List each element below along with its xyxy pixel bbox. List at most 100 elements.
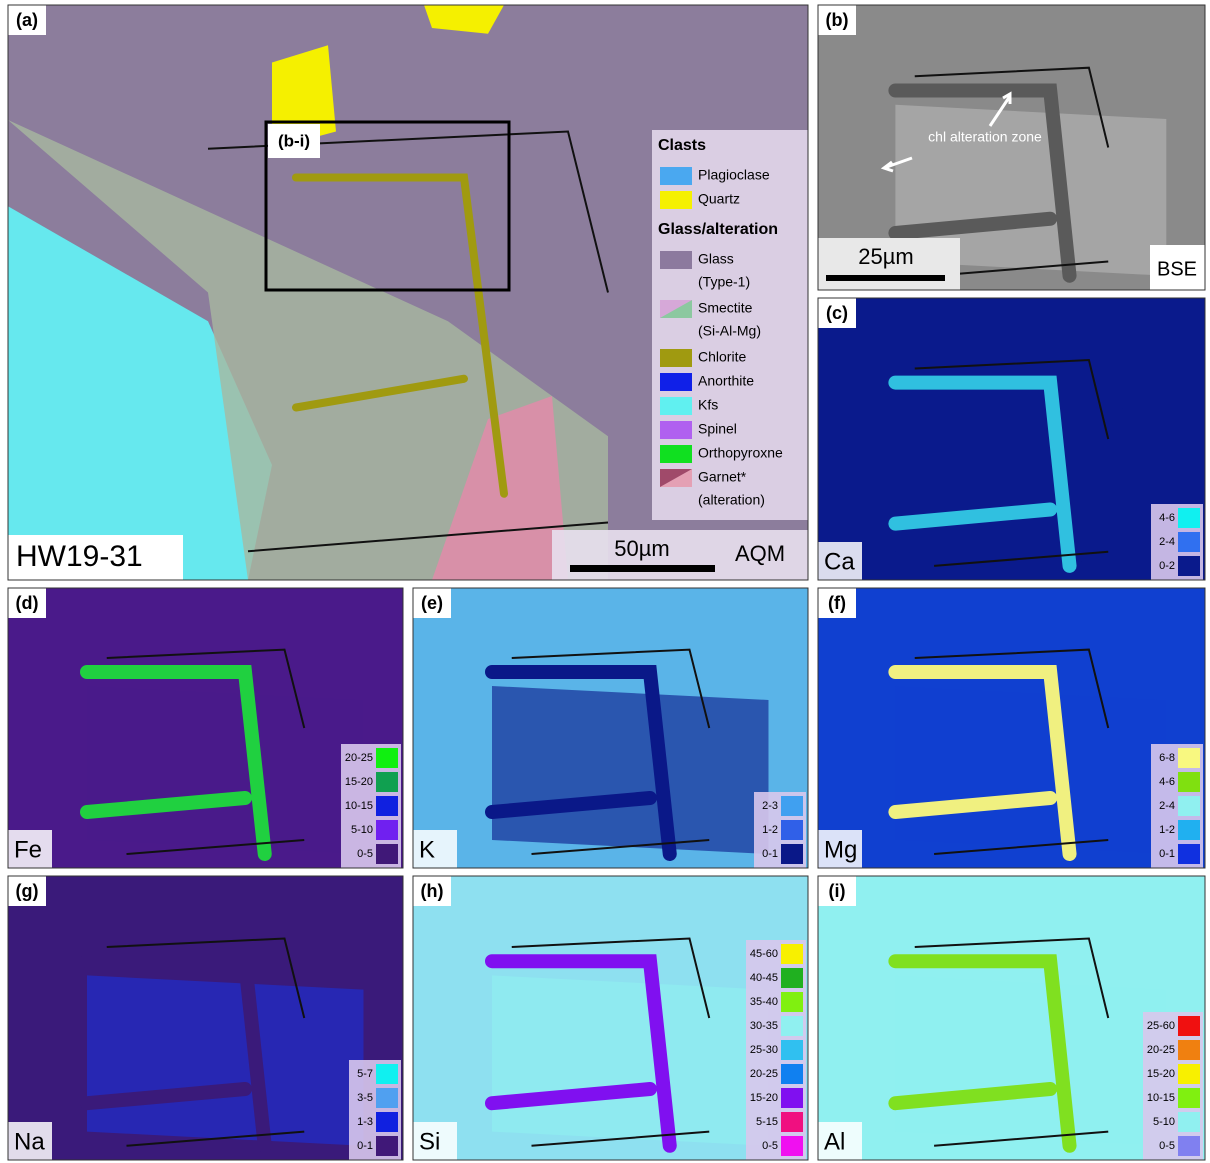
panel-label: (i)	[829, 881, 846, 901]
panel: (f) Mg 6-8 4-6 2-4 1-2 0-1	[817, 587, 1206, 869]
panel-label-box	[818, 5, 856, 35]
legend-swatch	[781, 796, 803, 816]
panel: (b) chl alteration zone 25µm BSE	[817, 4, 1206, 291]
element-label: Mg	[824, 836, 857, 863]
alteration-band	[485, 954, 677, 1153]
legend-label: 2-4	[1159, 800, 1175, 812]
legend-label: 0-1	[762, 848, 778, 860]
legend-swatch	[1178, 1112, 1200, 1132]
panel: (d) Fe 20-25 15-20 10-15 5-10 0-5	[7, 587, 404, 869]
legend-swatch	[1178, 796, 1200, 816]
panel-label-box	[8, 5, 46, 35]
crack	[106, 937, 306, 1147]
legend-label: Plagioclase	[698, 167, 770, 183]
panel: (i) Al 25-60 20-25 15-20 10-15 5-10 0-5	[817, 875, 1206, 1161]
legend-swatch-part	[660, 300, 692, 318]
legend-swatch	[376, 820, 398, 840]
element-label: Si	[419, 1128, 440, 1155]
legend-label: 30-35	[750, 1020, 778, 1032]
legend-label: Glass	[698, 251, 734, 267]
legend-label: 25-60	[1147, 1020, 1175, 1032]
panel-label: (a)	[16, 10, 38, 30]
element-label: Al	[824, 1128, 845, 1155]
legend-swatch	[1178, 508, 1200, 528]
element-label: Fe	[14, 836, 42, 863]
host-region	[492, 975, 769, 1146]
element-label: Ca	[824, 548, 855, 575]
legend-label: 20-25	[1147, 1044, 1175, 1056]
element-box	[8, 1122, 52, 1160]
element-box	[818, 1122, 862, 1160]
panel-label: (f)	[828, 593, 846, 613]
scale-box	[818, 238, 960, 290]
legend-swatch	[781, 1064, 803, 1084]
scale-label: 25µm	[858, 244, 913, 269]
scale-bar	[826, 275, 945, 281]
legend-swatch	[1178, 1040, 1200, 1060]
panel-label: (g)	[16, 881, 39, 901]
host-region	[895, 686, 1167, 854]
annotation: chl alteration zone	[928, 129, 1042, 145]
legend-swatch	[1178, 556, 1200, 576]
legend-swatch	[1178, 844, 1200, 864]
host-region	[895, 396, 1167, 566]
panel: (g) Na 5-7 3-5 1-3 0-1	[7, 875, 404, 1161]
element-box	[818, 830, 862, 868]
legend-label: 0-5	[1159, 1140, 1175, 1152]
panel-border	[7, 587, 404, 869]
legend-note: (alteration)	[698, 492, 765, 508]
crack	[106, 648, 306, 855]
legend-group-title: Glass/alteration	[658, 221, 778, 238]
legend-label: Orthopyroxne	[698, 445, 783, 461]
legend-label: 5-15	[756, 1116, 778, 1128]
legend-label: 45-60	[750, 948, 778, 960]
alteration-band	[888, 83, 1077, 283]
legend-swatch	[376, 844, 398, 864]
crack	[914, 648, 1110, 855]
legend-label: Kfs	[698, 397, 718, 413]
legend-swatch	[660, 445, 692, 463]
panel-border	[412, 875, 809, 1161]
legend-box	[1143, 1012, 1203, 1160]
legend-label: 20-25	[750, 1068, 778, 1080]
legend-label: 20-25	[345, 752, 373, 764]
panel-label-box	[413, 876, 451, 906]
legend-swatch	[1178, 1088, 1200, 1108]
legend-label: Chlorite	[698, 349, 746, 365]
panel-border	[817, 297, 1206, 581]
legend-note: (Type-1)	[698, 274, 750, 290]
sample-label: HW19-31	[16, 540, 143, 573]
legend-label: 15-20	[1147, 1068, 1175, 1080]
legend-swatch	[1178, 748, 1200, 768]
scale-bar	[570, 565, 715, 572]
panel-label: (h)	[421, 881, 444, 901]
legend-swatch	[781, 1088, 803, 1108]
legend-swatch	[660, 397, 692, 415]
panel-border	[7, 4, 809, 581]
legend-label: 0-2	[1159, 560, 1175, 572]
legend-label: 1-2	[762, 824, 778, 836]
legend-swatch	[1178, 772, 1200, 792]
legend-swatch	[660, 191, 692, 209]
legend-swatch	[781, 1040, 803, 1060]
element-box	[413, 830, 457, 868]
legend-label: 15-20	[345, 776, 373, 788]
scale-label: 50µm	[614, 536, 669, 561]
legend-label: 35-40	[750, 996, 778, 1008]
panel-border	[817, 4, 1206, 291]
legend-label: Smectite	[698, 300, 753, 316]
legend-group-title: Clasts	[658, 137, 706, 154]
legend-label: 0-5	[357, 848, 373, 860]
legend-swatch	[376, 1112, 398, 1132]
alteration-band	[888, 375, 1077, 573]
method-label: AQM	[735, 541, 785, 566]
element-box	[818, 542, 862, 580]
alteration-band	[80, 665, 272, 861]
legend-swatch	[660, 349, 692, 367]
panel: (h) Si 45-60 40-45 35-40 30-35 25-30 20-25 15-20…	[412, 875, 809, 1161]
crack	[511, 937, 711, 1147]
host-region	[492, 686, 769, 854]
legend-swatch	[1178, 1016, 1200, 1036]
panel-label-box	[413, 588, 451, 618]
panel-label: (e)	[421, 593, 443, 613]
